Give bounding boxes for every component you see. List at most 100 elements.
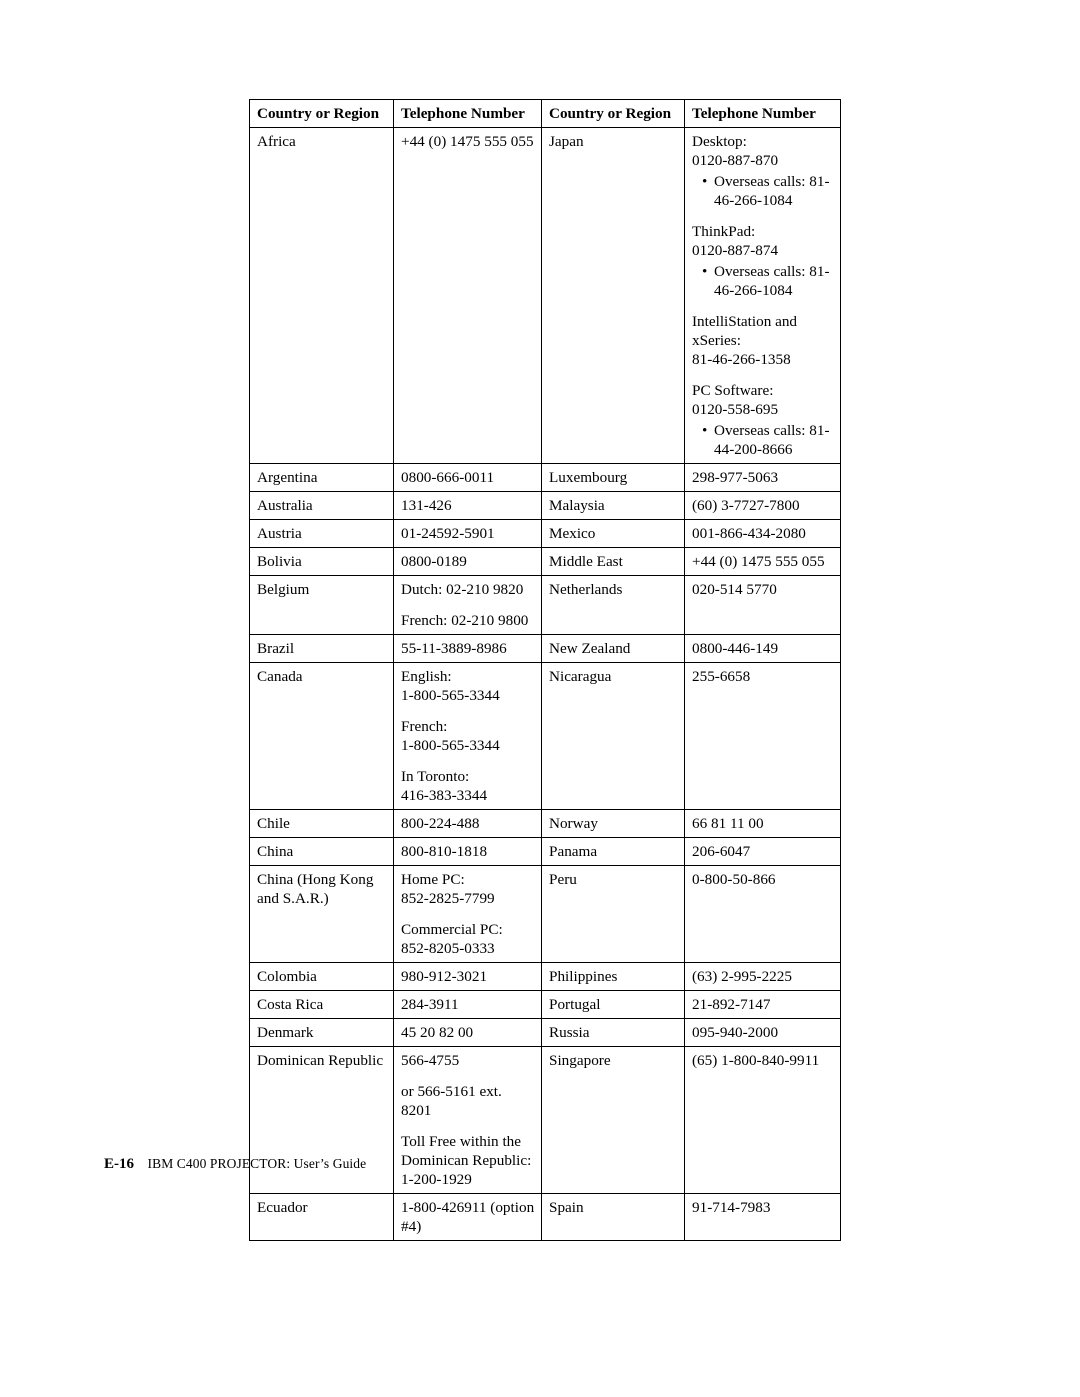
cell-block: 020-514 5770 [692, 580, 834, 599]
table-cell: Norway [542, 810, 685, 838]
cell-line: 55-11-3889-8986 [401, 639, 535, 658]
cell-line: 0120-887-874 [692, 241, 834, 260]
cell-line: +44 (0) 1475 555 055 [692, 552, 834, 571]
table-cell: (65) 1-800-840-9911 [685, 1047, 841, 1194]
cell-block: China [257, 842, 387, 861]
cell-line: French: [401, 717, 535, 736]
bullet-list: Overseas calls: 81-44-200-8666 [692, 421, 834, 459]
cell-line: 416-383-3344 [401, 786, 535, 805]
cell-line: 21-892-7147 [692, 995, 834, 1014]
cell-line: Chile [257, 814, 387, 833]
footer-title: IBM C400 PROJECTOR: User’s Guide [148, 1156, 367, 1171]
cell-line: Desktop: [692, 132, 834, 151]
table-cell: Portugal [542, 991, 685, 1019]
cell-line: China [257, 842, 387, 861]
cell-line: 020-514 5770 [692, 580, 834, 599]
cell-block: 284-3911 [401, 995, 535, 1014]
table-cell: 91-714-7983 [685, 1194, 841, 1241]
cell-block: 1-800-426911 (option #4) [401, 1198, 535, 1236]
cell-block: Commercial PC:852-8205-0333 [401, 920, 535, 958]
table-cell: 1-800-426911 (option #4) [394, 1194, 542, 1241]
bullet-list: Overseas calls: 81-46-266-1084 [692, 172, 834, 210]
cell-block: Panama [549, 842, 678, 861]
cell-line: 1-800-565-3344 [401, 736, 535, 755]
table-cell: Singapore [542, 1047, 685, 1194]
bullet-item: Overseas calls: 81-46-266-1084 [702, 172, 834, 210]
cell-block: 0800-666-0011 [401, 468, 535, 487]
cell-line: Canada [257, 667, 387, 686]
cell-block: Denmark [257, 1023, 387, 1042]
table-cell: Peru [542, 866, 685, 963]
cell-block: Canada [257, 667, 387, 686]
cell-block: 66 81 11 00 [692, 814, 834, 833]
cell-line: Singapore [549, 1051, 678, 1070]
table-cell: Colombia [250, 963, 394, 991]
cell-block: Peru [549, 870, 678, 889]
cell-line: Austria [257, 524, 387, 543]
cell-line: 66 81 11 00 [692, 814, 834, 833]
table-cell: Philippines [542, 963, 685, 991]
cell-line: 566-4755 [401, 1051, 535, 1070]
col-header: Country or Region [542, 100, 685, 128]
cell-line: Home PC: [401, 870, 535, 889]
cell-line: (60) 3-7727-7800 [692, 496, 834, 515]
cell-block: (65) 1-800-840-9911 [692, 1051, 834, 1070]
table-row: Ecuador1-800-426911 (option #4)Spain91-7… [250, 1194, 841, 1241]
table-cell: 0800-666-0011 [394, 464, 542, 492]
cell-line: PC Software: [692, 381, 834, 400]
table-row: Argentina0800-666-0011Luxembourg298-977-… [250, 464, 841, 492]
cell-block: 800-224-488 [401, 814, 535, 833]
table-cell: Nicaragua [542, 663, 685, 810]
table-cell: 0800-446-149 [685, 635, 841, 663]
cell-line: (65) 1-800-840-9911 [692, 1051, 834, 1070]
cell-line: Belgium [257, 580, 387, 599]
table-cell: 284-3911 [394, 991, 542, 1019]
cell-line: China (Hong Kong and S.A.R.) [257, 870, 387, 908]
table-cell: 206-6047 [685, 838, 841, 866]
cell-line: 800-224-488 [401, 814, 535, 833]
cell-block: Bolivia [257, 552, 387, 571]
cell-line: English: [401, 667, 535, 686]
cell-line: 284-3911 [401, 995, 535, 1014]
table-cell: Mexico [542, 520, 685, 548]
cell-block: +44 (0) 1475 555 055 [692, 552, 834, 571]
cell-line: 980-912-3021 [401, 967, 535, 986]
table-cell: China (Hong Kong and S.A.R.) [250, 866, 394, 963]
table-row: Africa+44 (0) 1475 555 055JapanDesktop:0… [250, 128, 841, 464]
cell-block: Mexico [549, 524, 678, 543]
cell-line: Colombia [257, 967, 387, 986]
cell-line: Mexico [549, 524, 678, 543]
table-cell: New Zealand [542, 635, 685, 663]
cell-block: 206-6047 [692, 842, 834, 861]
table-cell: 255-6658 [685, 663, 841, 810]
table-row: BelgiumDutch: 02-210 9820French: 02-210 … [250, 576, 841, 635]
cell-block: Malaysia [549, 496, 678, 515]
cell-line: Norway [549, 814, 678, 833]
cell-line: Commercial PC: [401, 920, 535, 939]
table-cell: Middle East [542, 548, 685, 576]
cell-block: Dutch: 02-210 9820 [401, 580, 535, 599]
cell-block: 91-714-7983 [692, 1198, 834, 1217]
cell-block: Nicaragua [549, 667, 678, 686]
cell-line: New Zealand [549, 639, 678, 658]
cell-line: 001-866-434-2080 [692, 524, 834, 543]
table-cell: Austria [250, 520, 394, 548]
cell-block: +44 (0) 1475 555 055 [401, 132, 535, 151]
table-row: Canada English:1-800-565-3344 French:1-800… [250, 663, 841, 810]
cell-line: 1-200-1929 [401, 1170, 535, 1189]
cell-line: 0800-666-0011 [401, 468, 535, 487]
table-row: Austria01-24592-5901Mexico001-866-434-20… [250, 520, 841, 548]
cell-line: 852-8205-0333 [401, 939, 535, 958]
table-cell: Canada [250, 663, 394, 810]
cell-line: or 566-5161 ext. 8201 [401, 1082, 535, 1120]
cell-block: Home PC:852-2825-7799 [401, 870, 535, 908]
cell-block: Russia [549, 1023, 678, 1042]
table-cell: Belgium [250, 576, 394, 635]
cell-block: Argentina [257, 468, 387, 487]
cell-line: Luxembourg [549, 468, 678, 487]
cell-line: Costa Rica [257, 995, 387, 1014]
table-cell: China [250, 838, 394, 866]
cell-block: English:1-800-565-3344 [401, 667, 535, 705]
cell-block: or 566-5161 ext. 8201 [401, 1082, 535, 1120]
cell-line: (63) 2-995-2225 [692, 967, 834, 986]
